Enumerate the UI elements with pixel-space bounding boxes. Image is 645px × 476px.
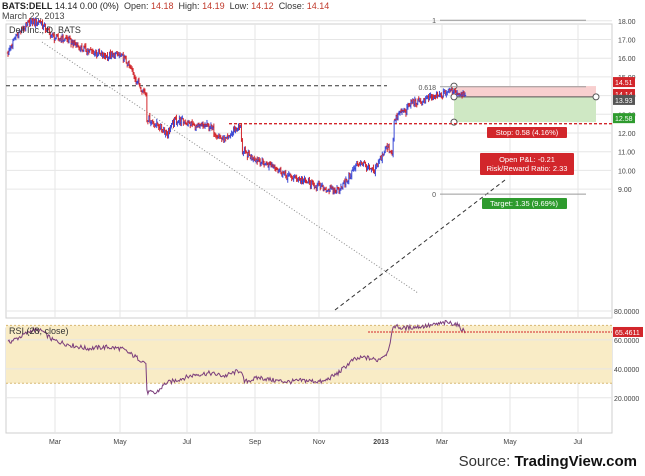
stop-label: Stop: 0.58 (4.16%) [496,128,559,137]
price-tag [613,94,635,105]
stop-label-box [487,127,567,138]
symbol-header: BATS:DELL 14.14 0.00 (0%) Open: 14.18 Hi… [2,1,329,11]
price-pane-border [5,23,613,319]
target-label-box [482,198,567,209]
x-tick-label: Mar [49,439,62,446]
y-tick-label: 40.0000 [614,367,639,374]
last-price: 14.14 [54,1,78,11]
target-zone [454,96,596,123]
price-pane-title: Dell Inc., D, BATS [9,25,81,35]
downtrend-line [41,41,419,294]
x-tick-label: Mar [436,439,449,446]
open-value: 14.18 [150,1,174,11]
x-tick-label: 2013 [373,439,389,446]
stop-zone [454,86,596,97]
symbol-name: BATS:DELL [2,1,53,11]
y-tick-label: 11.00 [618,150,635,157]
rsi-last-tag [613,326,643,337]
x-tick-label: Jul [183,439,192,446]
y-tick-label: 12.00 [618,131,636,138]
y-tick-label: 16.00 [618,56,636,63]
y-tick-label: 17.00 [618,38,636,45]
fib-level-label: 1 [432,18,436,25]
price-tag [613,88,635,99]
position-labels: Stop: 0.58 (4.16%) Open P&L: -0.21Risk/Re… [480,127,574,209]
y-tick-label: 10.00 [618,168,636,175]
source-credit: Source: TradingView.com [459,453,637,470]
price-tag-label: 12.58 [615,116,633,123]
x-tick-label: May [503,439,517,446]
rsi-grid [5,310,613,434]
price-tag [613,77,635,88]
rsi-series [7,319,612,396]
drawing-lines: 1 0.618 0 [6,18,612,311]
pnl-label: Open P&L: -0.21 [499,155,555,164]
y-tick-label: 80.0000 [614,309,639,316]
target-label: Target: 1.35 (9.69%) [490,199,558,208]
fib-level-label: 0.618 [418,85,436,92]
x-tick-label: Nov [313,439,326,446]
low-value: 14.12 [251,1,274,11]
x-tick-label: May [113,439,127,446]
close-value: 14.14 [306,1,330,11]
low-label: Low: [229,1,249,11]
position-handle [450,93,458,101]
date-label: March 22, 2013 [2,11,65,21]
high-label: High: [178,1,200,11]
close-label: Close: [278,1,305,11]
source-label: Source: [458,453,511,470]
price-change: 0.00 (0%) [79,1,119,11]
x-tick-label: Jul [574,439,583,446]
rsi-last-tag-label: 65.4611 [615,330,640,337]
price-tag-label: 13.93 [615,98,633,105]
price-candles [6,17,467,195]
y-tick-label: 9.00 [618,187,632,194]
y-tick-label: 18.00 [618,19,636,26]
source-brand[interactable]: TradingView.com [514,453,637,470]
rsi-line [7,319,466,396]
price-tag-label: 14.51 [615,80,633,87]
pnl-box [480,153,574,175]
position-handle [592,93,600,101]
uptrend-line [334,179,506,311]
y-tick-label: 60.0000 [614,338,639,345]
price-tag [613,113,635,124]
price-grid [5,20,613,319]
position-tool[interactable] [450,82,600,126]
risk-reward-label: Risk/Reward Ratio: 2.33 [487,164,568,173]
high-value: 14.19 [202,1,225,11]
y-tick-label: 20.0000 [614,396,639,403]
axes: Mar May Jul Sep Nov 2013 Mar May Jul 9.00 10.00 11.… [49,19,643,446]
x-tick-label: Sep [249,439,262,446]
rsi-band [6,325,612,384]
rsi-pane-title: RSI (28, close) [9,326,69,336]
fib-level-label: 0 [432,192,436,199]
open-label: Open: [123,1,149,11]
